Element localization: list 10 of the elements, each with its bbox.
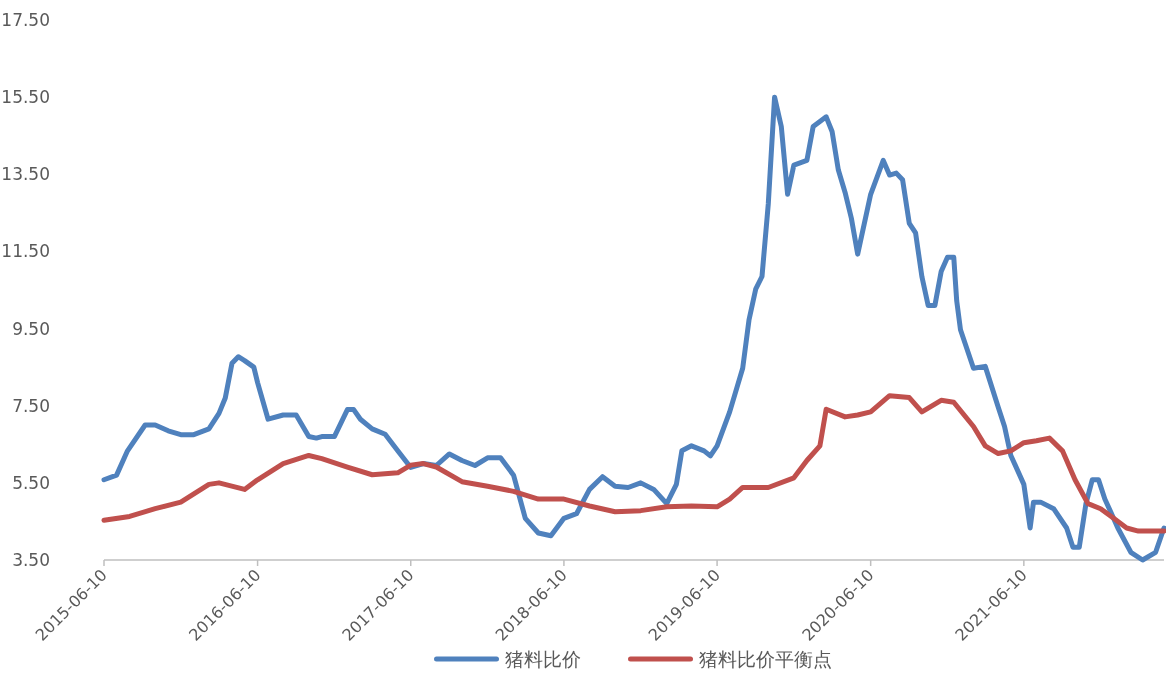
y-tick-label: 17.50 bbox=[1, 10, 50, 30]
y-tick-label: 15.50 bbox=[1, 87, 50, 108]
y-tick-label: 3.50 bbox=[12, 550, 50, 570]
y-tick-label: 13.50 bbox=[1, 164, 50, 185]
legend-label: 猪料比价平衡点 bbox=[698, 648, 832, 670]
y-tick-label: 11.50 bbox=[1, 241, 50, 262]
legend-label: 猪料比价 bbox=[504, 648, 581, 670]
y-tick-label: 5.50 bbox=[12, 472, 50, 493]
y-tick-label: 7.50 bbox=[12, 395, 50, 416]
y-tick-label: 9.50 bbox=[12, 318, 50, 339]
